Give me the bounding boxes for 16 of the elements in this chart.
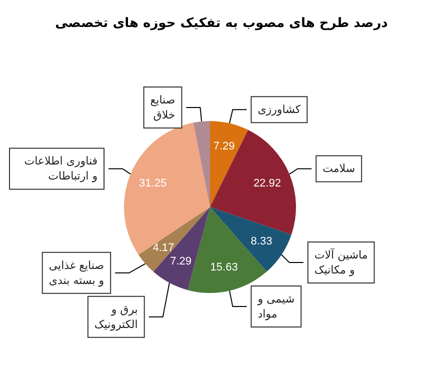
data-label: 4.17 xyxy=(152,242,174,254)
data-label: 8.33 xyxy=(250,235,272,248)
data-label: 15.63 xyxy=(210,261,238,274)
slice-label: ماشین آلات و مکانیک xyxy=(314,248,368,277)
slice-label: برق و الکترونیک xyxy=(94,302,138,331)
slice-label: شیمی و مواد xyxy=(256,292,295,321)
data-label: 7.29 xyxy=(213,140,235,153)
data-label: 7.29 xyxy=(170,256,192,268)
slice-label: صنایع غذایی و بسته بندی xyxy=(48,258,104,287)
slice-label: کشاورزی xyxy=(258,103,302,116)
chart-title: درصد طرح های مصوب به تفکیک حوزه های تخصصی xyxy=(55,16,388,31)
slice-label: سلامت xyxy=(322,162,356,176)
data-label: 31.25 xyxy=(139,177,167,190)
data-label: 22.92 xyxy=(253,177,281,190)
slice-label: فناوری اطلاعات و ارتباطات xyxy=(24,154,98,183)
slice-label: صنایع خلاق xyxy=(150,93,176,122)
